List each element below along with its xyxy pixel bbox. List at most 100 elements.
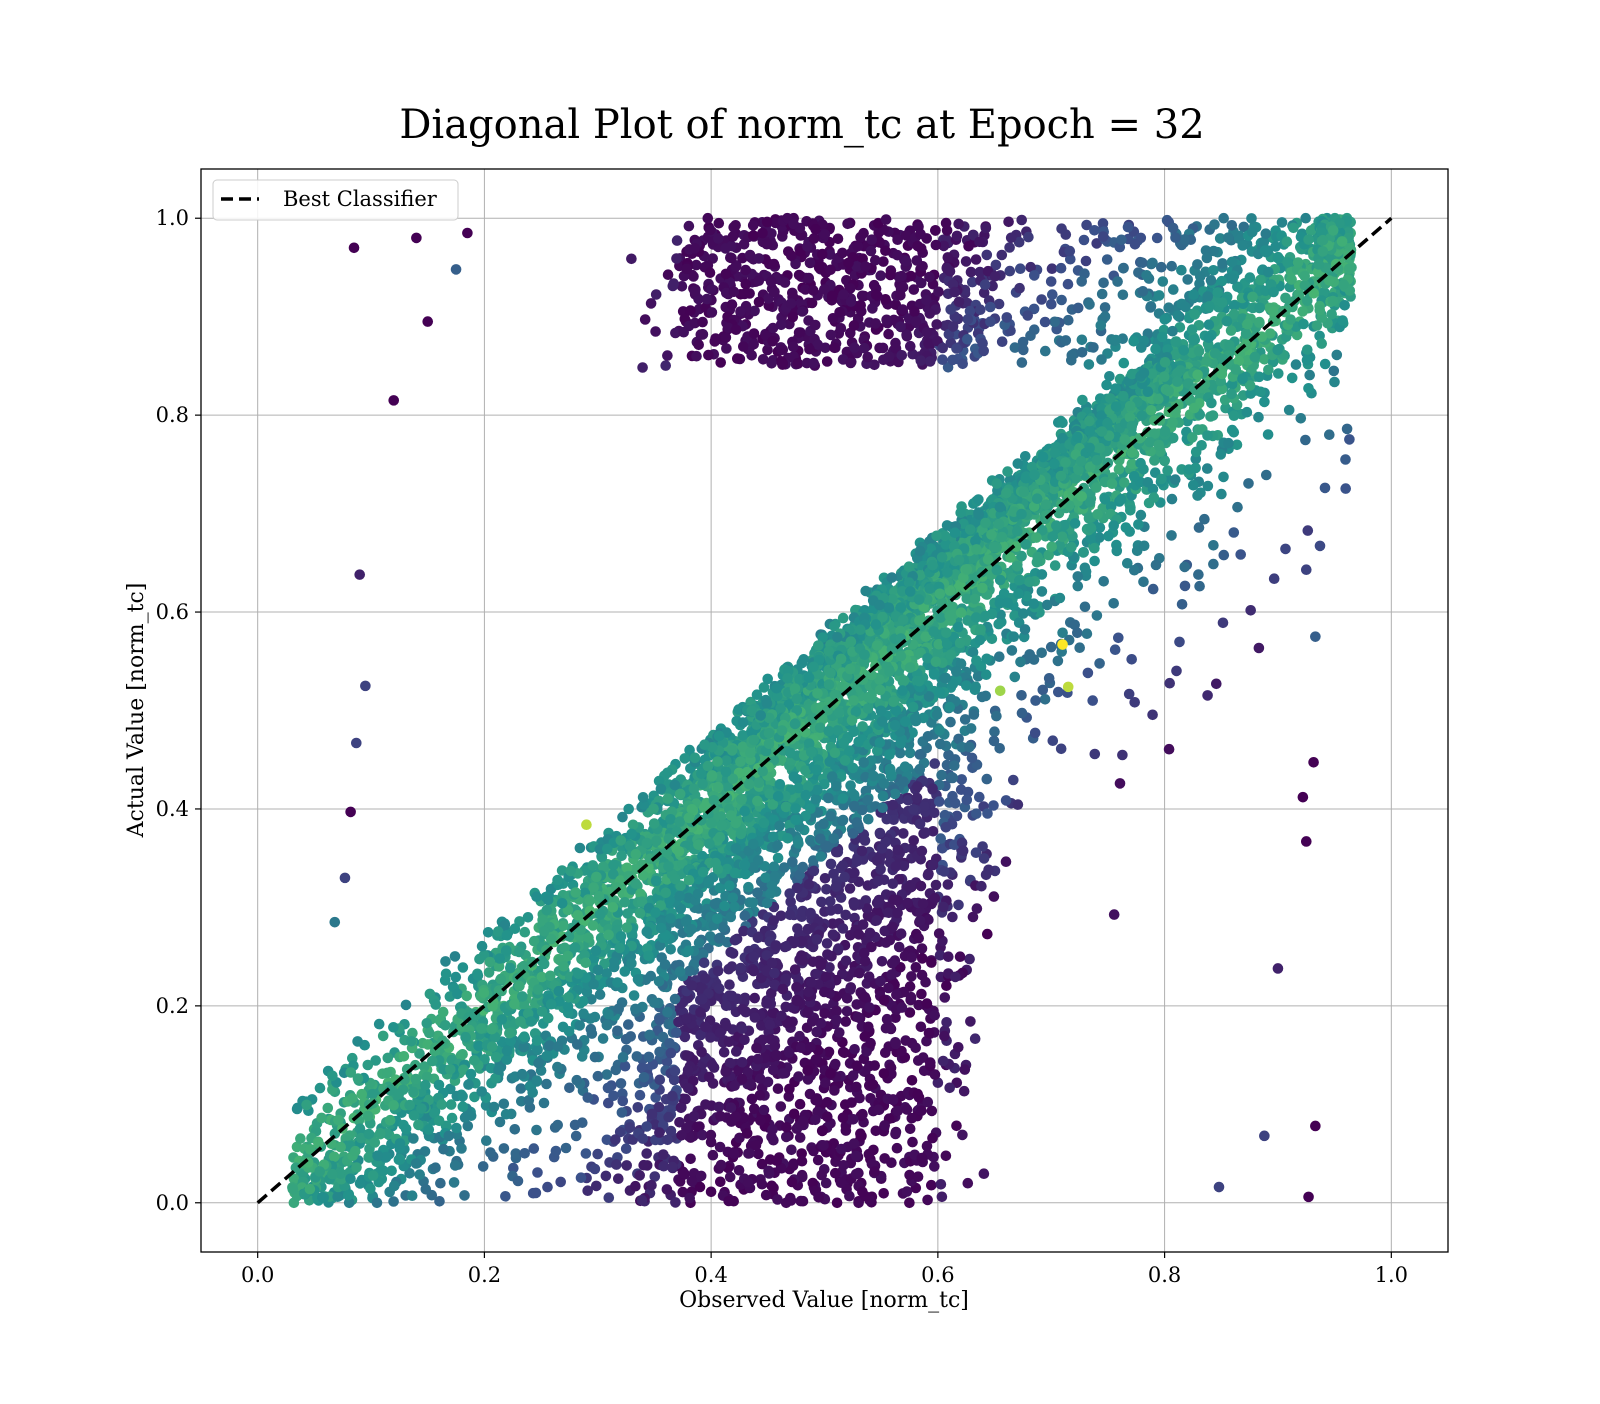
- scatter-point: [1326, 309, 1337, 320]
- scatter-point: [1013, 799, 1024, 810]
- scatter-point: [957, 1130, 968, 1141]
- scatter-point: [1329, 366, 1340, 377]
- scatter-point: [940, 992, 951, 1003]
- scatter-point: [629, 990, 640, 1001]
- scatter-point: [963, 1178, 974, 1189]
- scatter-point: [1202, 690, 1213, 701]
- scatter-point: [499, 1143, 510, 1154]
- scatter-point: [829, 343, 840, 354]
- scatter-point: [1253, 412, 1264, 423]
- scatter-point: [929, 758, 940, 769]
- scatter-point: [993, 619, 1004, 630]
- scatter-point: [833, 234, 844, 245]
- scatter-point: [905, 1124, 916, 1135]
- scatter-point: [971, 254, 982, 265]
- scatter-point: [598, 1033, 609, 1044]
- scatter-point: [640, 314, 651, 325]
- scatter-point: [794, 1031, 805, 1042]
- scatter-point: [1124, 689, 1135, 700]
- scatter-point: [1193, 569, 1204, 580]
- scatter-point: [1166, 530, 1177, 541]
- scatter-point: [696, 1171, 707, 1182]
- scatter-point: [1015, 263, 1026, 274]
- scatter-point: [1111, 335, 1122, 346]
- scatter-point: [1188, 480, 1199, 491]
- scatter-point: [539, 1098, 550, 1109]
- scatter-point: [440, 956, 451, 967]
- scatter-point: [633, 1102, 644, 1113]
- scatter-point: [706, 1187, 717, 1198]
- scatter-point: [413, 1120, 424, 1131]
- scatter-point: [1110, 644, 1121, 655]
- scatter-point: [1202, 463, 1213, 474]
- scatter-point: [590, 1052, 601, 1063]
- scatter-point: [602, 1069, 613, 1080]
- scatter-point: [773, 1083, 784, 1094]
- scatter-point: [1038, 685, 1049, 696]
- scatter-point: [1090, 749, 1101, 760]
- scatter-point: [650, 326, 661, 337]
- scatter-point: [332, 1191, 343, 1202]
- scatter-point: [1280, 544, 1291, 555]
- scatter-point: [838, 613, 849, 624]
- scatter-point: [1004, 242, 1015, 253]
- scatter-point: [1005, 266, 1016, 277]
- scatter-point: [1340, 483, 1351, 494]
- scatter-point: [905, 748, 916, 759]
- scatter-point: [951, 1121, 962, 1132]
- scatter-point: [1003, 217, 1014, 228]
- scatter-point: [662, 1007, 673, 1018]
- scatter-point: [982, 929, 993, 940]
- scatter-point: [388, 1196, 399, 1207]
- scatter-point: [555, 1177, 566, 1188]
- scatter-point: [1100, 302, 1111, 313]
- scatter-point: [838, 923, 849, 934]
- scatter-point: [1094, 658, 1105, 669]
- scatter-point: [1208, 265, 1219, 276]
- scatter-point: [529, 1143, 540, 1154]
- scatter-point: [1344, 434, 1355, 445]
- scatter-point: [601, 1171, 612, 1182]
- scatter-point: [932, 709, 943, 720]
- scatter-point: [450, 1160, 461, 1171]
- scatter-point: [1067, 350, 1078, 361]
- scatter-point: [960, 1064, 971, 1075]
- scatter-point: [1245, 605, 1256, 616]
- scatter-point: [1044, 673, 1055, 684]
- scatter-point: [613, 1173, 624, 1184]
- scatter-point: [1340, 454, 1351, 465]
- scatter-point: [463, 1079, 474, 1090]
- scatter-point: [1303, 383, 1314, 394]
- scatter-point: [828, 929, 839, 940]
- scatter-point: [845, 780, 856, 791]
- scatter-point: [776, 1101, 787, 1112]
- scatter-point: [952, 231, 963, 242]
- scatter-point: [1063, 315, 1074, 326]
- scatter-point: [881, 315, 892, 326]
- scatter-point: [883, 329, 894, 340]
- scatter-point: [906, 271, 917, 282]
- scatter-point: [821, 884, 832, 895]
- scatter-point: [1158, 276, 1169, 287]
- scatter-point: [836, 1144, 847, 1155]
- scatter-point: [1280, 293, 1291, 304]
- scatter-point: [679, 1168, 690, 1179]
- scatter-point: [1010, 672, 1021, 683]
- scatter-point: [499, 1099, 510, 1110]
- scatter-point: [315, 1083, 326, 1094]
- scatter-point: [485, 1147, 496, 1158]
- scatter-point: [616, 851, 627, 862]
- scatter-point: [435, 1178, 446, 1189]
- scatter-point: [662, 1184, 673, 1195]
- scatter-point: [451, 972, 462, 983]
- scatter-point: [1164, 678, 1175, 689]
- scatter-point: [997, 250, 1008, 261]
- scatter-point: [1098, 278, 1109, 289]
- scatter-point: [1320, 359, 1331, 370]
- scatter-point: [1056, 744, 1067, 755]
- scatter-point: [1007, 645, 1018, 656]
- scatter-point: [949, 760, 960, 771]
- scatter-point: [1014, 283, 1025, 294]
